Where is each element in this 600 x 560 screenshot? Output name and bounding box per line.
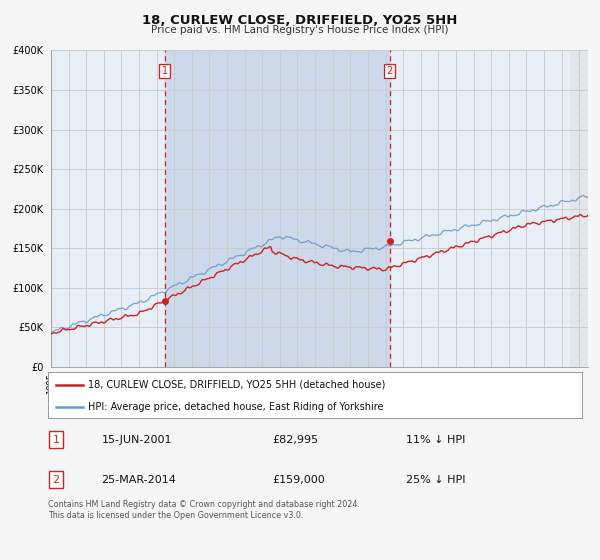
Text: 2: 2 <box>52 475 59 485</box>
Bar <box>165 50 389 367</box>
Text: 25-MAR-2014: 25-MAR-2014 <box>101 475 176 485</box>
Text: HPI: Average price, detached house, East Riding of Yorkshire: HPI: Average price, detached house, East… <box>88 402 383 412</box>
Text: 2: 2 <box>386 66 392 76</box>
Text: Price paid vs. HM Land Registry's House Price Index (HPI): Price paid vs. HM Land Registry's House … <box>151 25 449 35</box>
Text: Contains HM Land Registry data © Crown copyright and database right 2024.
This d: Contains HM Land Registry data © Crown c… <box>48 500 360 520</box>
Text: 15-JUN-2001: 15-JUN-2001 <box>101 435 172 445</box>
Text: 18, CURLEW CLOSE, DRIFFIELD, YO25 5HH: 18, CURLEW CLOSE, DRIFFIELD, YO25 5HH <box>142 14 458 27</box>
Text: 1: 1 <box>161 66 168 76</box>
Text: 1: 1 <box>53 435 59 445</box>
Bar <box>571 50 597 367</box>
Text: 25% ↓ HPI: 25% ↓ HPI <box>406 475 465 485</box>
Text: 11% ↓ HPI: 11% ↓ HPI <box>406 435 465 445</box>
Text: 18, CURLEW CLOSE, DRIFFIELD, YO25 5HH (detached house): 18, CURLEW CLOSE, DRIFFIELD, YO25 5HH (d… <box>88 380 385 390</box>
Text: £159,000: £159,000 <box>272 475 325 485</box>
Text: £82,995: £82,995 <box>272 435 319 445</box>
